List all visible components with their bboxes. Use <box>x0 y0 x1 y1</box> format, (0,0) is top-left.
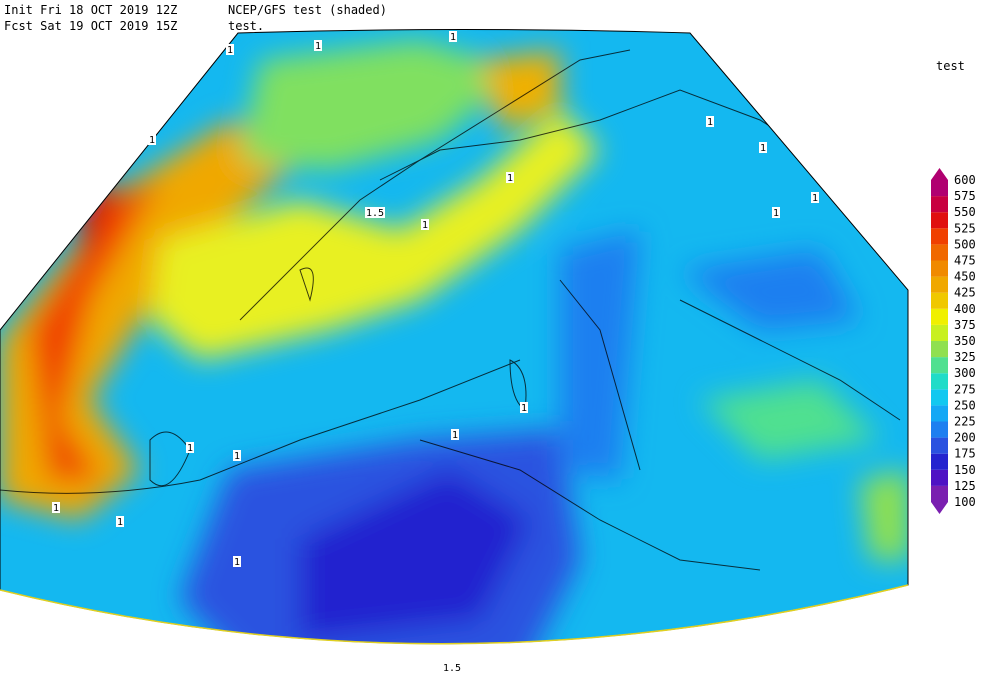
colorbar-under <box>931 502 948 514</box>
legend-title: test <box>936 59 965 73</box>
colorbar-box <box>931 469 948 486</box>
colorbar-label: 525 <box>954 221 976 235</box>
map-frame-edge <box>0 584 909 645</box>
contour-label-bg <box>233 450 241 461</box>
colorbar-label: 275 <box>954 382 976 396</box>
contour-label-bg <box>233 556 241 567</box>
contour-label-bg <box>421 219 429 230</box>
contour-label: 1 <box>234 451 240 462</box>
header-fcst: Fcst Sat 19 OCT 2019 15Z <box>4 19 177 33</box>
header-model: NCEP/GFS test (shaded) <box>228 3 387 17</box>
colorbar-label: 225 <box>954 415 976 429</box>
colorbar-label: 450 <box>954 270 976 284</box>
header-init: Init Fri 18 OCT 2019 12Z <box>4 3 177 17</box>
contour-label: 1 <box>450 32 456 43</box>
colorbar-box <box>931 212 948 229</box>
contour-label-bg <box>759 142 767 153</box>
contour-label: 1 <box>234 557 240 568</box>
colorbar-label: 425 <box>954 286 976 300</box>
contour-label: 1 <box>521 403 527 414</box>
contour-label: 1 <box>707 117 713 128</box>
colorbar-label: 175 <box>954 447 976 461</box>
contour-label-bg <box>772 207 780 218</box>
contour-label-bg <box>365 207 385 218</box>
contour-label-bg <box>186 442 194 453</box>
colorbar-box <box>931 292 948 309</box>
contour-label-bg <box>449 31 457 42</box>
colorbar-box <box>931 324 948 341</box>
colorbar-label: 100 <box>954 495 976 509</box>
colorbar-label: 125 <box>954 479 976 493</box>
colorbar-box <box>931 180 948 197</box>
colorbar-label: 375 <box>954 318 976 332</box>
contour-label: 1 <box>812 193 818 204</box>
colorbar-box <box>931 308 948 325</box>
colorbar-label: 475 <box>954 254 976 268</box>
colorbar-box <box>931 373 948 390</box>
contour-label: 1 <box>187 443 193 454</box>
contour-label: 1 <box>53 503 59 514</box>
header-field: test. <box>228 19 264 33</box>
colorbar-box <box>931 485 948 502</box>
colorbar-box <box>931 341 948 358</box>
contour-label-bg <box>116 516 124 527</box>
colorbar-box <box>931 276 948 293</box>
colorbar-box <box>931 405 948 422</box>
contour-label-bg <box>451 429 459 440</box>
contour-label: 1 <box>149 135 155 146</box>
contour-label-bg <box>506 172 514 183</box>
contour-label: 1 <box>117 517 123 528</box>
colorbar-label: 575 <box>954 189 976 203</box>
colorbar-box <box>931 421 948 438</box>
colorbar-box <box>931 389 948 406</box>
contour-label: 1 <box>452 430 458 441</box>
colorbar-label: 325 <box>954 350 976 364</box>
contour-label-bg <box>226 44 234 55</box>
colorbar-label: 150 <box>954 463 976 477</box>
colorbar-box <box>931 244 948 261</box>
contour-label: 1 <box>315 41 321 52</box>
colorbar-label: 600 <box>954 173 976 187</box>
contour-label: 1 <box>227 45 233 56</box>
colorbar-box <box>931 228 948 245</box>
contour-label-bg <box>442 662 462 673</box>
colorbar-box <box>931 196 948 213</box>
colorbar-label: 400 <box>954 302 976 316</box>
colorbar-box <box>931 453 948 470</box>
colorbar-label: 350 <box>954 334 976 348</box>
contour-label: 1 <box>507 173 513 184</box>
colorbar-box <box>931 260 948 277</box>
colorbar-over <box>931 168 948 180</box>
map-field <box>0 29 908 644</box>
contour-label-bg <box>520 402 528 413</box>
contour-label: 1.5 <box>443 663 461 674</box>
contour-label-bg <box>52 502 60 513</box>
colorbar-label: 300 <box>954 366 976 380</box>
contour-label: 1 <box>760 143 766 154</box>
contour-label: 1 <box>773 208 779 219</box>
colorbar-label: 550 <box>954 205 976 219</box>
colorbar-box <box>931 357 948 374</box>
colorbar-label: 200 <box>954 431 976 445</box>
contour-label-bg <box>706 116 714 127</box>
contour-label-bg <box>811 192 819 203</box>
contour-label-bg <box>148 134 156 145</box>
colorbar-label: 250 <box>954 398 976 412</box>
contour-label: 1.5 <box>366 208 384 219</box>
contour-label-bg <box>314 40 322 51</box>
colorbar-box <box>931 437 948 454</box>
colorbar-label: 500 <box>954 237 976 251</box>
contour-label: 1 <box>422 220 428 231</box>
